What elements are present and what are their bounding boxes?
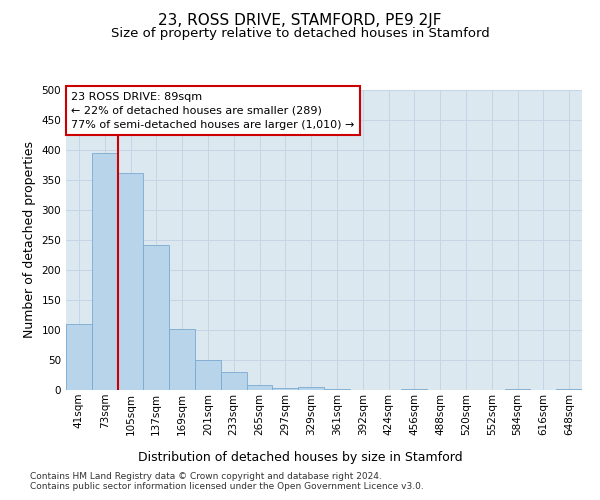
- Bar: [118, 173, 143, 390]
- Text: Size of property relative to detached houses in Stamford: Size of property relative to detached ho…: [110, 28, 490, 40]
- Text: 23 ROSS DRIVE: 89sqm
← 22% of detached houses are smaller (289)
77% of semi-deta: 23 ROSS DRIVE: 89sqm ← 22% of detached h…: [71, 92, 355, 130]
- Bar: [66, 324, 92, 390]
- Text: Contains HM Land Registry data © Crown copyright and database right 2024.
Contai: Contains HM Land Registry data © Crown c…: [30, 472, 424, 491]
- Text: 23, ROSS DRIVE, STAMFORD, PE9 2JF: 23, ROSS DRIVE, STAMFORD, PE9 2JF: [158, 12, 442, 28]
- Bar: [195, 360, 221, 390]
- Text: Distribution of detached houses by size in Stamford: Distribution of detached houses by size …: [137, 451, 463, 464]
- Bar: [169, 329, 195, 390]
- Bar: [272, 388, 298, 390]
- Bar: [298, 387, 324, 390]
- Bar: [247, 384, 272, 390]
- Bar: [221, 372, 247, 390]
- Y-axis label: Number of detached properties: Number of detached properties: [23, 142, 36, 338]
- Bar: [143, 245, 169, 390]
- Bar: [92, 153, 118, 390]
